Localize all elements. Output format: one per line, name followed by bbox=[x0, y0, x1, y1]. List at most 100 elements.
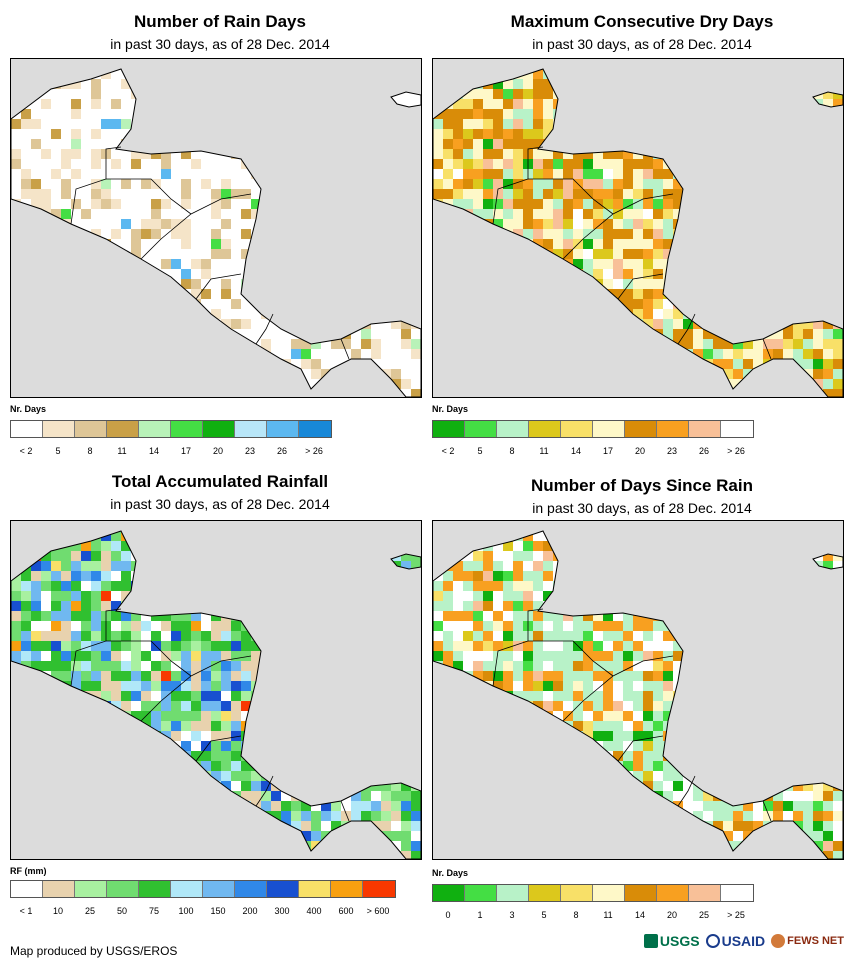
grid-cell bbox=[41, 169, 51, 179]
grid-cell bbox=[101, 641, 111, 651]
grid-cell bbox=[121, 631, 131, 641]
grid-cell bbox=[171, 711, 181, 721]
grid-cell bbox=[71, 189, 81, 199]
grid-cell bbox=[473, 119, 483, 129]
grid-cell bbox=[533, 611, 543, 621]
grid-cell bbox=[633, 661, 643, 671]
grid-cell bbox=[643, 159, 653, 169]
grid-cell bbox=[211, 701, 221, 711]
grid-cell bbox=[81, 561, 91, 571]
grid-cell bbox=[533, 139, 543, 149]
grid-cell bbox=[221, 671, 231, 681]
grid-cell bbox=[453, 631, 463, 641]
legend-swatch bbox=[11, 421, 43, 437]
grid-cell bbox=[161, 671, 171, 681]
grid-cell bbox=[523, 581, 533, 591]
grid-cell bbox=[41, 641, 51, 651]
grid-cell bbox=[221, 179, 231, 189]
grid-cell bbox=[673, 641, 683, 651]
grid-cell bbox=[503, 89, 513, 99]
grid-cell bbox=[121, 179, 131, 189]
grid-cell bbox=[171, 701, 181, 711]
grid-cell bbox=[463, 631, 473, 641]
grid-cell bbox=[141, 199, 151, 209]
grid-cell bbox=[261, 801, 271, 811]
grid-cell bbox=[151, 209, 161, 219]
grid-cell bbox=[61, 199, 71, 209]
grid-cell bbox=[221, 641, 231, 651]
legend-title: Nr. Days bbox=[10, 404, 47, 414]
grid-cell bbox=[301, 821, 311, 831]
grid-cell bbox=[573, 159, 583, 169]
panel-rain-days: Number of Rain Days in past 30 days, as … bbox=[10, 8, 430, 458]
legend-swatch bbox=[299, 421, 331, 437]
grid-cell bbox=[653, 179, 663, 189]
grid-cell bbox=[201, 249, 211, 259]
grid-cell bbox=[191, 721, 201, 731]
grid-cell bbox=[603, 269, 613, 279]
grid-cell bbox=[41, 99, 51, 109]
grid-cell bbox=[111, 631, 121, 641]
grid-cell bbox=[321, 801, 331, 811]
grid-cell bbox=[503, 581, 513, 591]
grid-cell bbox=[493, 601, 503, 611]
grid-cell bbox=[301, 349, 311, 359]
grid-cell bbox=[221, 219, 231, 229]
grid-cell bbox=[643, 269, 653, 279]
grid-cell bbox=[281, 791, 291, 801]
grid-cell bbox=[693, 349, 703, 359]
grid-cell bbox=[131, 611, 141, 621]
grid-cell bbox=[473, 641, 483, 651]
grid-cell bbox=[231, 781, 241, 791]
grid-cell bbox=[493, 139, 503, 149]
grid-cell bbox=[61, 561, 71, 571]
grid-cell bbox=[553, 631, 563, 641]
grid-cell bbox=[703, 339, 713, 349]
grid-cell bbox=[141, 671, 151, 681]
grid-cell bbox=[633, 249, 643, 259]
grid-cell bbox=[151, 691, 161, 701]
grid-cell bbox=[111, 119, 121, 129]
legend-bar bbox=[432, 420, 754, 438]
grid-cell bbox=[271, 811, 281, 821]
grid-cell bbox=[643, 631, 653, 641]
grid-cell bbox=[381, 349, 391, 359]
grid-cell bbox=[473, 209, 483, 219]
grid-cell bbox=[331, 801, 341, 811]
grid-cell bbox=[823, 379, 833, 389]
grid-cell bbox=[713, 339, 723, 349]
grid-cell bbox=[111, 139, 121, 149]
grid-cell bbox=[171, 631, 181, 641]
grid-cell bbox=[493, 611, 503, 621]
grid-cell bbox=[643, 279, 653, 289]
grid-cell bbox=[361, 349, 371, 359]
grid-cell bbox=[61, 209, 71, 219]
grid-cell bbox=[513, 159, 523, 169]
country-border bbox=[340, 338, 350, 360]
grid-cell bbox=[181, 179, 191, 189]
grid-cell bbox=[603, 229, 613, 239]
grid-cell bbox=[543, 209, 553, 219]
grid-cell bbox=[643, 621, 653, 631]
grid-cell bbox=[533, 69, 543, 79]
grid-cell bbox=[513, 681, 523, 691]
grid-cell bbox=[663, 239, 673, 249]
legend-swatch bbox=[433, 421, 465, 437]
grid-cell bbox=[251, 651, 261, 661]
legend-label: < 2 bbox=[19, 446, 33, 456]
grid-cell bbox=[411, 369, 421, 379]
grid-cell bbox=[41, 119, 51, 129]
grid-cell bbox=[101, 601, 111, 611]
grid-cell bbox=[91, 611, 101, 621]
country-border bbox=[255, 313, 274, 345]
grid-cell bbox=[533, 79, 543, 89]
grid-cell bbox=[793, 349, 803, 359]
grid-cell bbox=[351, 791, 361, 801]
panel-subtitle: in past 30 days, as of 28 Dec. 2014 bbox=[110, 36, 330, 52]
legend-label: 14 bbox=[570, 446, 582, 456]
grid-cell bbox=[41, 89, 51, 99]
grid-cell bbox=[443, 601, 453, 611]
grid-cell bbox=[613, 651, 623, 661]
grid-cell bbox=[41, 199, 51, 209]
grid-cell bbox=[31, 99, 41, 109]
